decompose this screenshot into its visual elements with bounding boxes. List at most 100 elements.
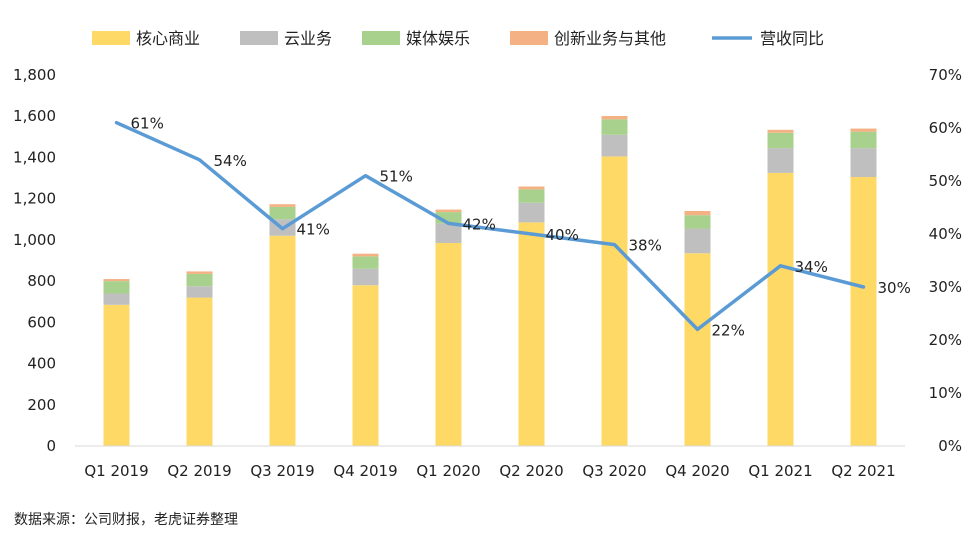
left-y-tick-label: 600 xyxy=(27,313,56,331)
right-y-tick-label: 10% xyxy=(929,384,962,402)
yoy-point xyxy=(199,159,200,161)
bar-segment xyxy=(435,223,462,243)
bar-segment xyxy=(684,228,711,254)
yoy-data-label: 42% xyxy=(463,215,496,233)
x-tick-label: Q2 2021 xyxy=(831,462,895,480)
right-y-tick-label: 70% xyxy=(929,66,962,84)
yoy-point xyxy=(282,228,283,230)
x-tick-label: Q3 2019 xyxy=(250,462,314,480)
bar-segment xyxy=(269,204,296,207)
left-y-tick-label: 1,200 xyxy=(13,190,56,208)
bar-segment xyxy=(269,235,296,446)
yoy-line xyxy=(114,120,866,332)
bar-segment xyxy=(767,148,794,173)
bar-segment xyxy=(767,132,794,149)
yoy-data-label: 54% xyxy=(214,152,247,170)
yoy-point xyxy=(531,233,532,235)
right-y-tick-label: 60% xyxy=(929,119,962,137)
yoy-data-label: 41% xyxy=(297,221,330,239)
bar-segment xyxy=(186,273,213,287)
bar-segment xyxy=(518,186,545,190)
bar-segment xyxy=(601,134,628,157)
bar-segment xyxy=(684,211,711,216)
x-tick-label: Q4 2020 xyxy=(665,462,729,480)
left-y-axis: 0 200 400 600 800 1,000 1,200 1,400 1,600 1,800 xyxy=(13,66,56,455)
legend: 核心商业 云业务 媒体娱乐 创新业务与其他 营收同比 xyxy=(92,29,824,48)
bar-segment xyxy=(435,209,462,213)
legend-swatch xyxy=(92,31,130,45)
bar-segment xyxy=(518,222,545,446)
yoy-data-label: 30% xyxy=(878,279,911,297)
right-y-tick-label: 0% xyxy=(938,437,962,455)
bar-segment xyxy=(269,206,296,220)
x-tick-label: Q2 2020 xyxy=(499,462,563,480)
x-tick-label: Q1 2021 xyxy=(748,462,812,480)
x-tick-label: Q3 2020 xyxy=(582,462,646,480)
legend-label: 核心商业 xyxy=(136,29,200,48)
bar-segment xyxy=(435,242,462,446)
bar-segment xyxy=(518,189,545,203)
yoy-point xyxy=(116,122,117,124)
bar-segment xyxy=(601,156,628,447)
left-y-tick-label: 200 xyxy=(27,396,56,414)
left-y-tick-label: 1,600 xyxy=(13,107,56,125)
left-y-tick-label: 800 xyxy=(27,272,56,290)
yoy-point xyxy=(863,286,864,288)
right-y-tick-label: 20% xyxy=(929,331,962,349)
legend-label: 媒体娱乐 xyxy=(406,29,470,48)
yoy-point xyxy=(697,328,698,330)
left-y-tick-label: 400 xyxy=(27,355,56,373)
yoy-data-label: 51% xyxy=(380,168,413,186)
bar-segment xyxy=(850,148,877,178)
left-y-tick-label: 1,400 xyxy=(13,148,56,166)
x-tick-label: Q1 2020 xyxy=(416,462,480,480)
left-y-tick-label: 1,800 xyxy=(13,66,56,84)
legend-swatch xyxy=(240,31,278,45)
bar-segment xyxy=(684,253,711,446)
legend-label: 营收同比 xyxy=(760,29,824,48)
right-y-tick-label: 40% xyxy=(929,225,962,243)
bar-segment xyxy=(103,279,130,282)
bar-segment xyxy=(850,177,877,446)
yoy-point xyxy=(780,265,781,267)
legend-label: 创新业务与其他 xyxy=(554,29,666,48)
right-y-tick-label: 50% xyxy=(929,172,962,190)
yoy-data-label: 34% xyxy=(795,258,828,276)
right-y-axis: 0% 10% 20% 30% 40% 50% 60% 70% xyxy=(929,66,962,455)
bar-segment xyxy=(684,215,711,229)
yoy-line-layer: 61% 54% 41% 51% 42% 40% 38% 22% 34% 30% xyxy=(114,115,911,339)
legend-swatch xyxy=(362,31,400,45)
bar-segment xyxy=(352,268,379,286)
left-y-tick-label: 0 xyxy=(46,437,56,455)
left-y-tick-label: 1,000 xyxy=(13,231,56,249)
bar-segment xyxy=(103,293,130,305)
bar-segment xyxy=(601,119,628,135)
bar-segment xyxy=(435,212,462,224)
yoy-data-label: 61% xyxy=(131,115,164,133)
x-axis-ticks: Q1 2019 Q2 2019 Q3 2019 Q4 2019 Q1 2020 Q2 20… xyxy=(84,462,895,480)
yoy-point xyxy=(365,175,366,177)
legend-swatch xyxy=(510,31,548,45)
source-note: 数据来源：公司财报，老虎证券整理 xyxy=(14,512,238,528)
bars xyxy=(103,116,877,447)
bar-segment xyxy=(850,128,877,132)
x-tick-label: Q4 2019 xyxy=(333,462,397,480)
yoy-data-label: 40% xyxy=(546,226,579,244)
yoy-data-label: 22% xyxy=(712,321,745,339)
x-tick-label: Q2 2019 xyxy=(167,462,231,480)
bar-segment xyxy=(601,116,628,120)
yoy-data-label: 38% xyxy=(629,237,662,255)
bar-segment xyxy=(186,286,213,298)
bar-segment xyxy=(850,131,877,149)
bar-segment xyxy=(103,281,130,294)
bar-segment xyxy=(767,129,794,133)
legend-label: 云业务 xyxy=(284,29,332,48)
right-y-tick-label: 30% xyxy=(929,278,962,296)
bar-segment xyxy=(186,271,213,274)
bar-segment xyxy=(518,202,545,223)
x-tick-label: Q1 2019 xyxy=(84,462,148,480)
yoy-point xyxy=(448,222,449,224)
bar-segment xyxy=(186,297,213,446)
yoy-point xyxy=(614,244,615,246)
